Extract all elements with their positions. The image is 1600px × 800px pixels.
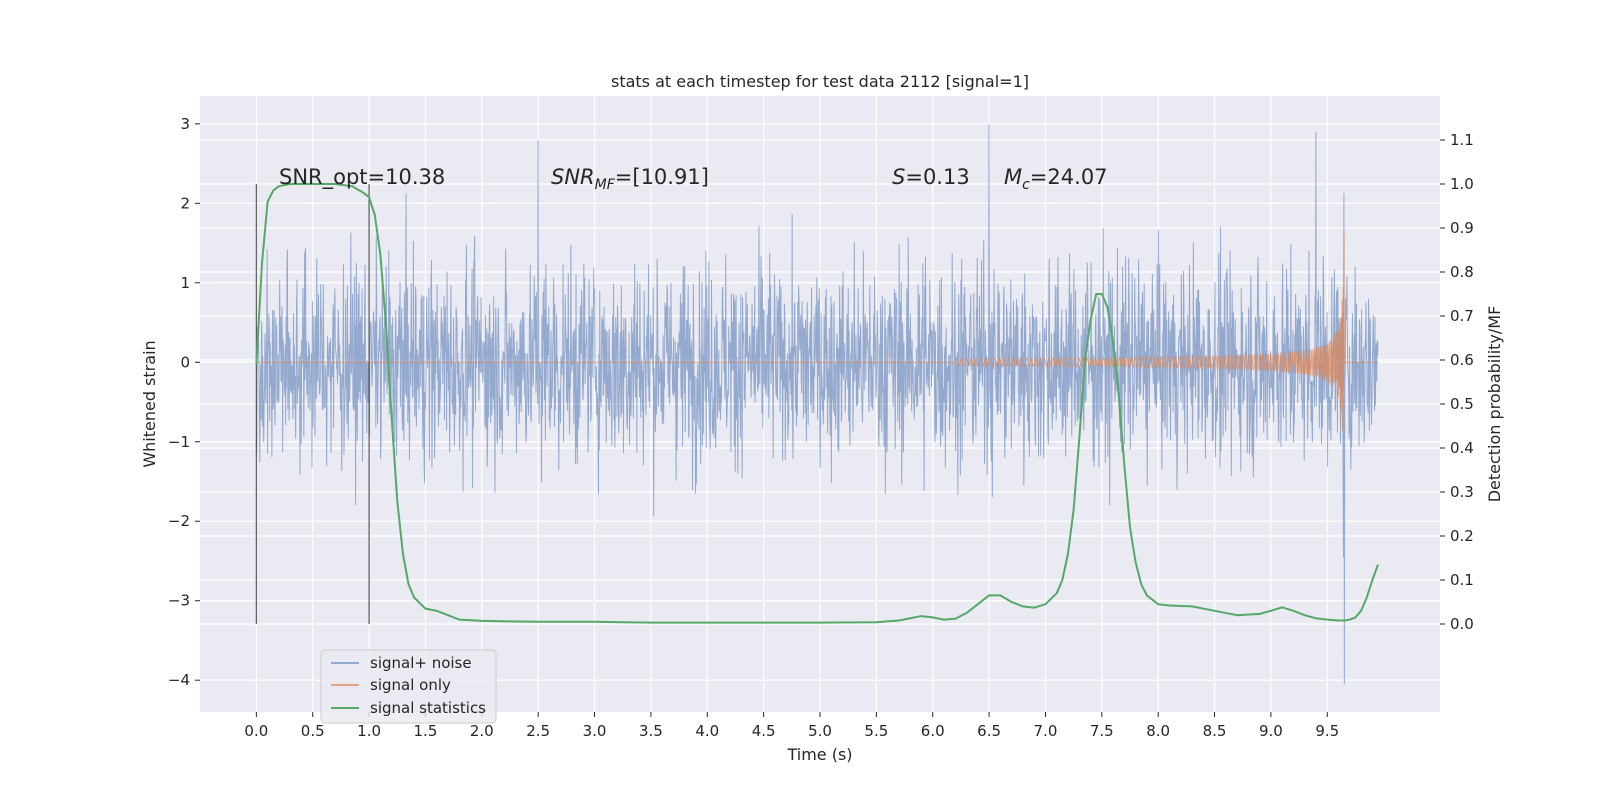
x-tick-label: 3.0 [583,722,607,740]
x-tick-label: 7.0 [1034,722,1058,740]
legend: signal+ noise signal only signal statist… [320,649,497,724]
y2-tick-label: 0.8 [1450,263,1474,281]
x-tick-label: 9.0 [1259,722,1283,740]
annotation-snr-mf-var: SNR [551,165,595,189]
x-axis-label: Time (s) [786,745,852,764]
x-tick-label: 7.5 [1090,722,1114,740]
y2-tick-label: 1.1 [1450,131,1474,149]
y-tick-label: −2 [168,512,190,530]
y-tick-label: −3 [168,592,190,610]
x-tick-label: 9.5 [1315,722,1339,740]
y2-axis-label: Detection probability/MF [1485,306,1504,503]
series-signal-only [256,232,1378,432]
y2-tick-label: 0.5 [1450,395,1474,413]
y-axis-label: Whitened strain [140,340,159,467]
signal-statistics-line [255,183,1379,624]
y2-tick-label: 0.2 [1450,527,1474,545]
x-tick-label: 1.5 [414,722,438,740]
y-tick-label: 3 [180,115,190,133]
annotation-snr-mf: SNRMF=[10.91] [551,165,709,193]
y-tick-label: −1 [168,433,190,451]
annotation-mc-var: M [1004,165,1022,189]
series-signal-noise [255,123,1379,685]
y2-axis-ticks: 0.0 0.1 0.2 0.3 0.4 0.5 0.6 0.7 0.8 0.9 1.0 1.1 [1440,131,1474,633]
x-tick-label: 0.5 [301,722,325,740]
x-tick-label: 6.5 [977,722,1001,740]
annotation-snr-mf-sub: MF [595,177,616,193]
x-tick-label: 8.5 [1203,722,1227,740]
annotation-s: S=0.13 [892,165,970,189]
y2-tick-label: 0.0 [1450,615,1474,633]
y2-tick-label: 0.3 [1450,483,1474,501]
y2-tick-label: 0.9 [1450,219,1474,237]
signal-only-line [256,232,1378,432]
x-tick-label: 6.0 [921,722,945,740]
legend-label-signal-only: signal only [370,676,451,694]
y2-tick-label: 1.0 [1450,175,1474,193]
y2-tick-label: 0.7 [1450,307,1474,325]
annotation-mc: Mc=24.07 [1004,165,1108,193]
y-tick-label: 1 [180,274,190,292]
y2-tick-label: 0.4 [1450,439,1474,457]
x-tick-label: 5.0 [808,722,832,740]
annotation-s-var: S [892,165,905,189]
legend-frame [320,649,497,724]
annotation-mc-sub: c [1022,177,1030,193]
legend-label-signal-statistics: signal statistics [370,699,486,717]
x-axis-ticks: 0.0 0.5 1.0 1.5 2.0 2.5 3.0 3.5 4.0 4.5 5.0 5.5 6.0 6… [244,712,1339,740]
signal-noise-line [255,123,1379,685]
annotation-s-val: =0.13 [905,165,969,189]
x-tick-label: 2.5 [526,722,550,740]
y2-tick-label: 0.6 [1450,351,1474,369]
x-tick-label: 4.5 [752,722,776,740]
y2-tick-label: 0.1 [1450,571,1474,589]
y-tick-label: −4 [168,671,190,689]
series-signal-statistics [255,183,1379,624]
vertical-lines [255,184,370,624]
x-tick-label: 3.5 [639,722,663,740]
x-tick-label: 0.0 [244,722,268,740]
chart-title: stats at each timestep for test data 211… [611,72,1029,91]
annotation-snr-mf-val: =[10.91] [615,165,709,189]
y-axis-ticks: −4 −3 −2 −1 0 1 2 3 [168,115,200,689]
annotation-mc-val: =24.07 [1030,165,1108,189]
x-tick-label: 4.0 [695,722,719,740]
y-tick-label: 2 [180,194,190,212]
x-tick-label: 5.5 [864,722,888,740]
x-tick-label: 8.0 [1146,722,1170,740]
x-tick-label: 2.0 [470,722,494,740]
x-tick-label: 1.0 [357,722,381,740]
annotation-snr-opt: SNR_opt=10.38 [279,165,445,190]
legend-label-signal-noise: signal+ noise [370,654,472,672]
y-tick-label: 0 [180,353,190,371]
